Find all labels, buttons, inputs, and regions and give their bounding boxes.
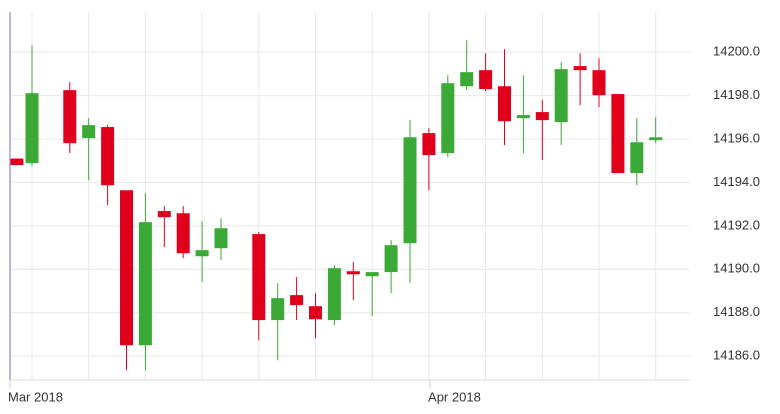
y-tick-label: 14190.0 [713, 261, 760, 276]
candle-body [214, 228, 228, 249]
candle-body [649, 137, 663, 141]
candle-body [611, 94, 625, 174]
y-tick-label: 14186.0 [713, 348, 760, 363]
candle-body [535, 112, 549, 121]
candle-body [479, 70, 493, 90]
y-tick-label: 14200.0 [713, 44, 760, 59]
candle-body [271, 298, 285, 321]
candle-body [422, 133, 436, 156]
candle-body [290, 295, 304, 306]
y-tick-label: 14188.0 [713, 304, 760, 319]
candle-body [384, 245, 398, 273]
candle-body [554, 69, 568, 123]
candle-body [138, 222, 152, 346]
x-tick-label: Mar 2018 [8, 389, 63, 404]
candle-body [10, 158, 24, 166]
candle-body [327, 268, 341, 321]
candle-body [441, 83, 455, 154]
y-tick-label: 14196.0 [713, 130, 760, 145]
y-tick-label: 14194.0 [713, 174, 760, 189]
candle-body [630, 142, 644, 174]
candle-body [516, 115, 530, 119]
candle-body [25, 93, 39, 164]
candle-body [101, 127, 115, 186]
candle-body [308, 306, 322, 320]
candle-body [592, 70, 606, 96]
candle-body [460, 72, 474, 87]
candle-body [497, 86, 511, 122]
y-tick-label: 14198.0 [713, 87, 760, 102]
candle-body [403, 137, 417, 244]
candle-body [252, 234, 266, 321]
candle-body [63, 90, 77, 144]
candle-body [346, 271, 360, 275]
candle-body [82, 125, 96, 139]
candle-body [176, 213, 190, 254]
candle-body [119, 190, 133, 346]
candle-body [195, 250, 209, 257]
y-tick-label: 14192.0 [713, 217, 760, 232]
candle-body [365, 272, 379, 277]
candle-body [157, 211, 171, 218]
x-tick-label: Apr 2018 [428, 389, 481, 404]
candle-body [573, 66, 587, 71]
